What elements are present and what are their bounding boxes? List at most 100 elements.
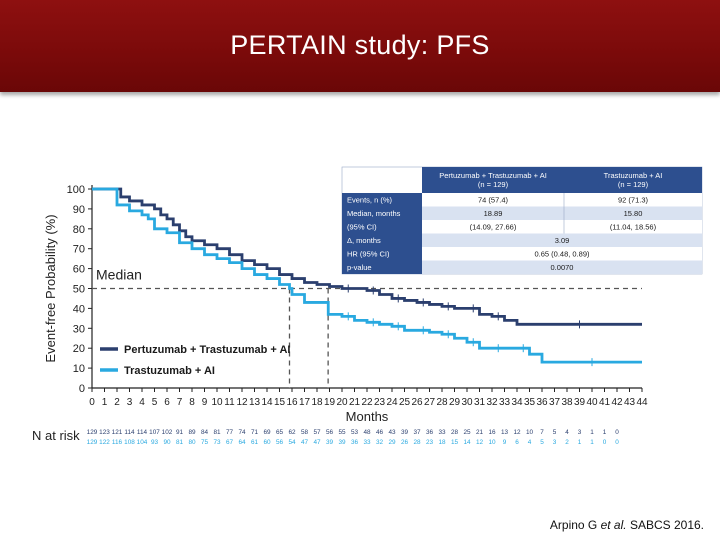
x-tick-label: 13	[249, 397, 261, 408]
at-risk-count: 1	[590, 439, 594, 446]
table-row-label: Events, n (%)	[347, 196, 393, 205]
table-row-label-cell	[342, 220, 422, 234]
x-tick-label: 11	[224, 397, 235, 408]
series-line-trastuzumab	[92, 187, 642, 364]
table-cell-merged: 3.09	[555, 236, 570, 245]
at-risk-count: 14	[463, 439, 471, 446]
at-risk-count: 36	[351, 439, 359, 446]
at-risk-count: 1	[590, 429, 594, 436]
x-tick-label: 19	[324, 397, 336, 408]
at-risk-count: 121	[112, 429, 123, 436]
x-tick-label: 15	[274, 397, 286, 408]
table-row-label: Median, months	[347, 209, 401, 218]
at-risk-count: 89	[188, 429, 196, 436]
at-risk-count: 48	[363, 429, 371, 436]
at-risk-count: 122	[99, 439, 110, 446]
table-row-cell	[422, 206, 702, 220]
x-tick-label: 2	[114, 397, 120, 408]
at-risk-count: 64	[238, 439, 246, 446]
at-risk-count: 3	[553, 439, 557, 446]
table-column-header: Trastuzumab + AI (n = 129)	[604, 171, 663, 189]
at-risk-count: 129	[87, 439, 98, 446]
x-tick-label: 41	[599, 397, 611, 408]
x-tick-label: 34	[511, 397, 523, 408]
at-risk-count: 25	[463, 429, 471, 436]
x-tick-label: 24	[386, 397, 398, 408]
at-risk-count: 67	[226, 439, 234, 446]
at-risk-count: 26	[401, 439, 409, 446]
slide-title: PERTAIN study: PFS	[230, 30, 490, 60]
x-tick-label: 5	[152, 397, 158, 408]
at-risk-count: 3	[578, 429, 582, 436]
x-tick-label: 9	[202, 397, 208, 408]
at-risk-count: 6	[515, 439, 519, 446]
at-risk-count: 1	[578, 439, 582, 446]
at-risk-count: 56	[326, 429, 334, 436]
x-tick-label: 6	[164, 397, 170, 408]
at-risk-count: 7	[540, 429, 544, 436]
at-risk-count: 90	[163, 439, 171, 446]
at-risk-count: 47	[301, 439, 309, 446]
y-tick-label: 100	[67, 184, 85, 196]
at-risk-count: 62	[288, 429, 296, 436]
at-risk-count: 114	[124, 429, 135, 436]
citation: Arpino G et al. SABCS 2016.	[550, 518, 704, 532]
x-tick-label: 12	[236, 397, 248, 408]
at-risk-count: 12	[513, 429, 521, 436]
at-risk-count: 123	[99, 429, 110, 436]
at-risk-count: 47	[313, 439, 321, 446]
citation-etal: et al.	[600, 518, 627, 532]
at-risk-count: 104	[137, 439, 148, 446]
at-risk-count: 5	[540, 439, 544, 446]
x-tick-label: 30	[461, 397, 473, 408]
x-tick-label: 39	[574, 397, 586, 408]
table-cell-a: 18.89	[484, 209, 503, 218]
x-tick-label: 17	[299, 397, 311, 408]
at-risk-count: 107	[149, 429, 160, 436]
x-tick-label: 18	[311, 397, 323, 408]
at-risk-count: 39	[338, 439, 346, 446]
at-risk-count: 32	[376, 439, 384, 446]
at-risk-count: 74	[238, 429, 246, 436]
y-axis-label: Event-free Probability (%)	[43, 214, 58, 362]
x-tick-label: 31	[474, 397, 486, 408]
at-risk-count: 37	[413, 429, 421, 436]
x-tick-label: 22	[361, 397, 373, 408]
x-tick-label: 38	[561, 397, 573, 408]
at-risk-count: 73	[213, 439, 221, 446]
table-row-cell	[422, 260, 702, 274]
table-row-label-cell	[342, 260, 422, 274]
x-tick-label: 40	[586, 397, 598, 408]
x-tick-label: 16	[286, 397, 298, 408]
table-cell-b: 15.80	[624, 209, 643, 218]
at-risk-count: 15	[451, 439, 459, 446]
at-risk-count: 10	[526, 429, 534, 436]
at-risk-count: 39	[326, 439, 334, 446]
x-tick-label: 21	[349, 397, 361, 408]
at-risk-count: 114	[137, 429, 148, 436]
table-row-label: p-value	[347, 263, 372, 272]
x-tick-label: 29	[449, 397, 461, 408]
at-risk-count: 10	[488, 439, 496, 446]
x-tick-label: 3	[127, 397, 133, 408]
y-tick-label: 90	[73, 204, 85, 216]
x-tick-label: 4	[139, 397, 145, 408]
at-risk-count: 84	[201, 429, 209, 436]
x-tick-label: 42	[611, 397, 623, 408]
at-risk-count: 18	[438, 439, 446, 446]
table-column-header: Pertuzumab + Trastuzumab + AI (n = 129)	[439, 171, 547, 189]
at-risk-count: 56	[276, 439, 284, 446]
series-line-pertuzumab	[92, 187, 642, 326]
at-risk-label: N at risk	[32, 428, 80, 443]
table-row-label: HR (95% CI)	[347, 250, 390, 259]
y-tick-label: 10	[73, 363, 85, 375]
at-risk-count: 81	[176, 439, 184, 446]
table-row-cell	[422, 247, 702, 261]
at-risk-count: 46	[376, 429, 384, 436]
table-row-label: Δ, months	[347, 236, 381, 245]
x-axis-label: Months	[346, 409, 389, 424]
x-tick-label: 0	[89, 397, 95, 408]
x-tick-label: 14	[261, 397, 273, 408]
at-risk-count: 21	[476, 429, 484, 436]
